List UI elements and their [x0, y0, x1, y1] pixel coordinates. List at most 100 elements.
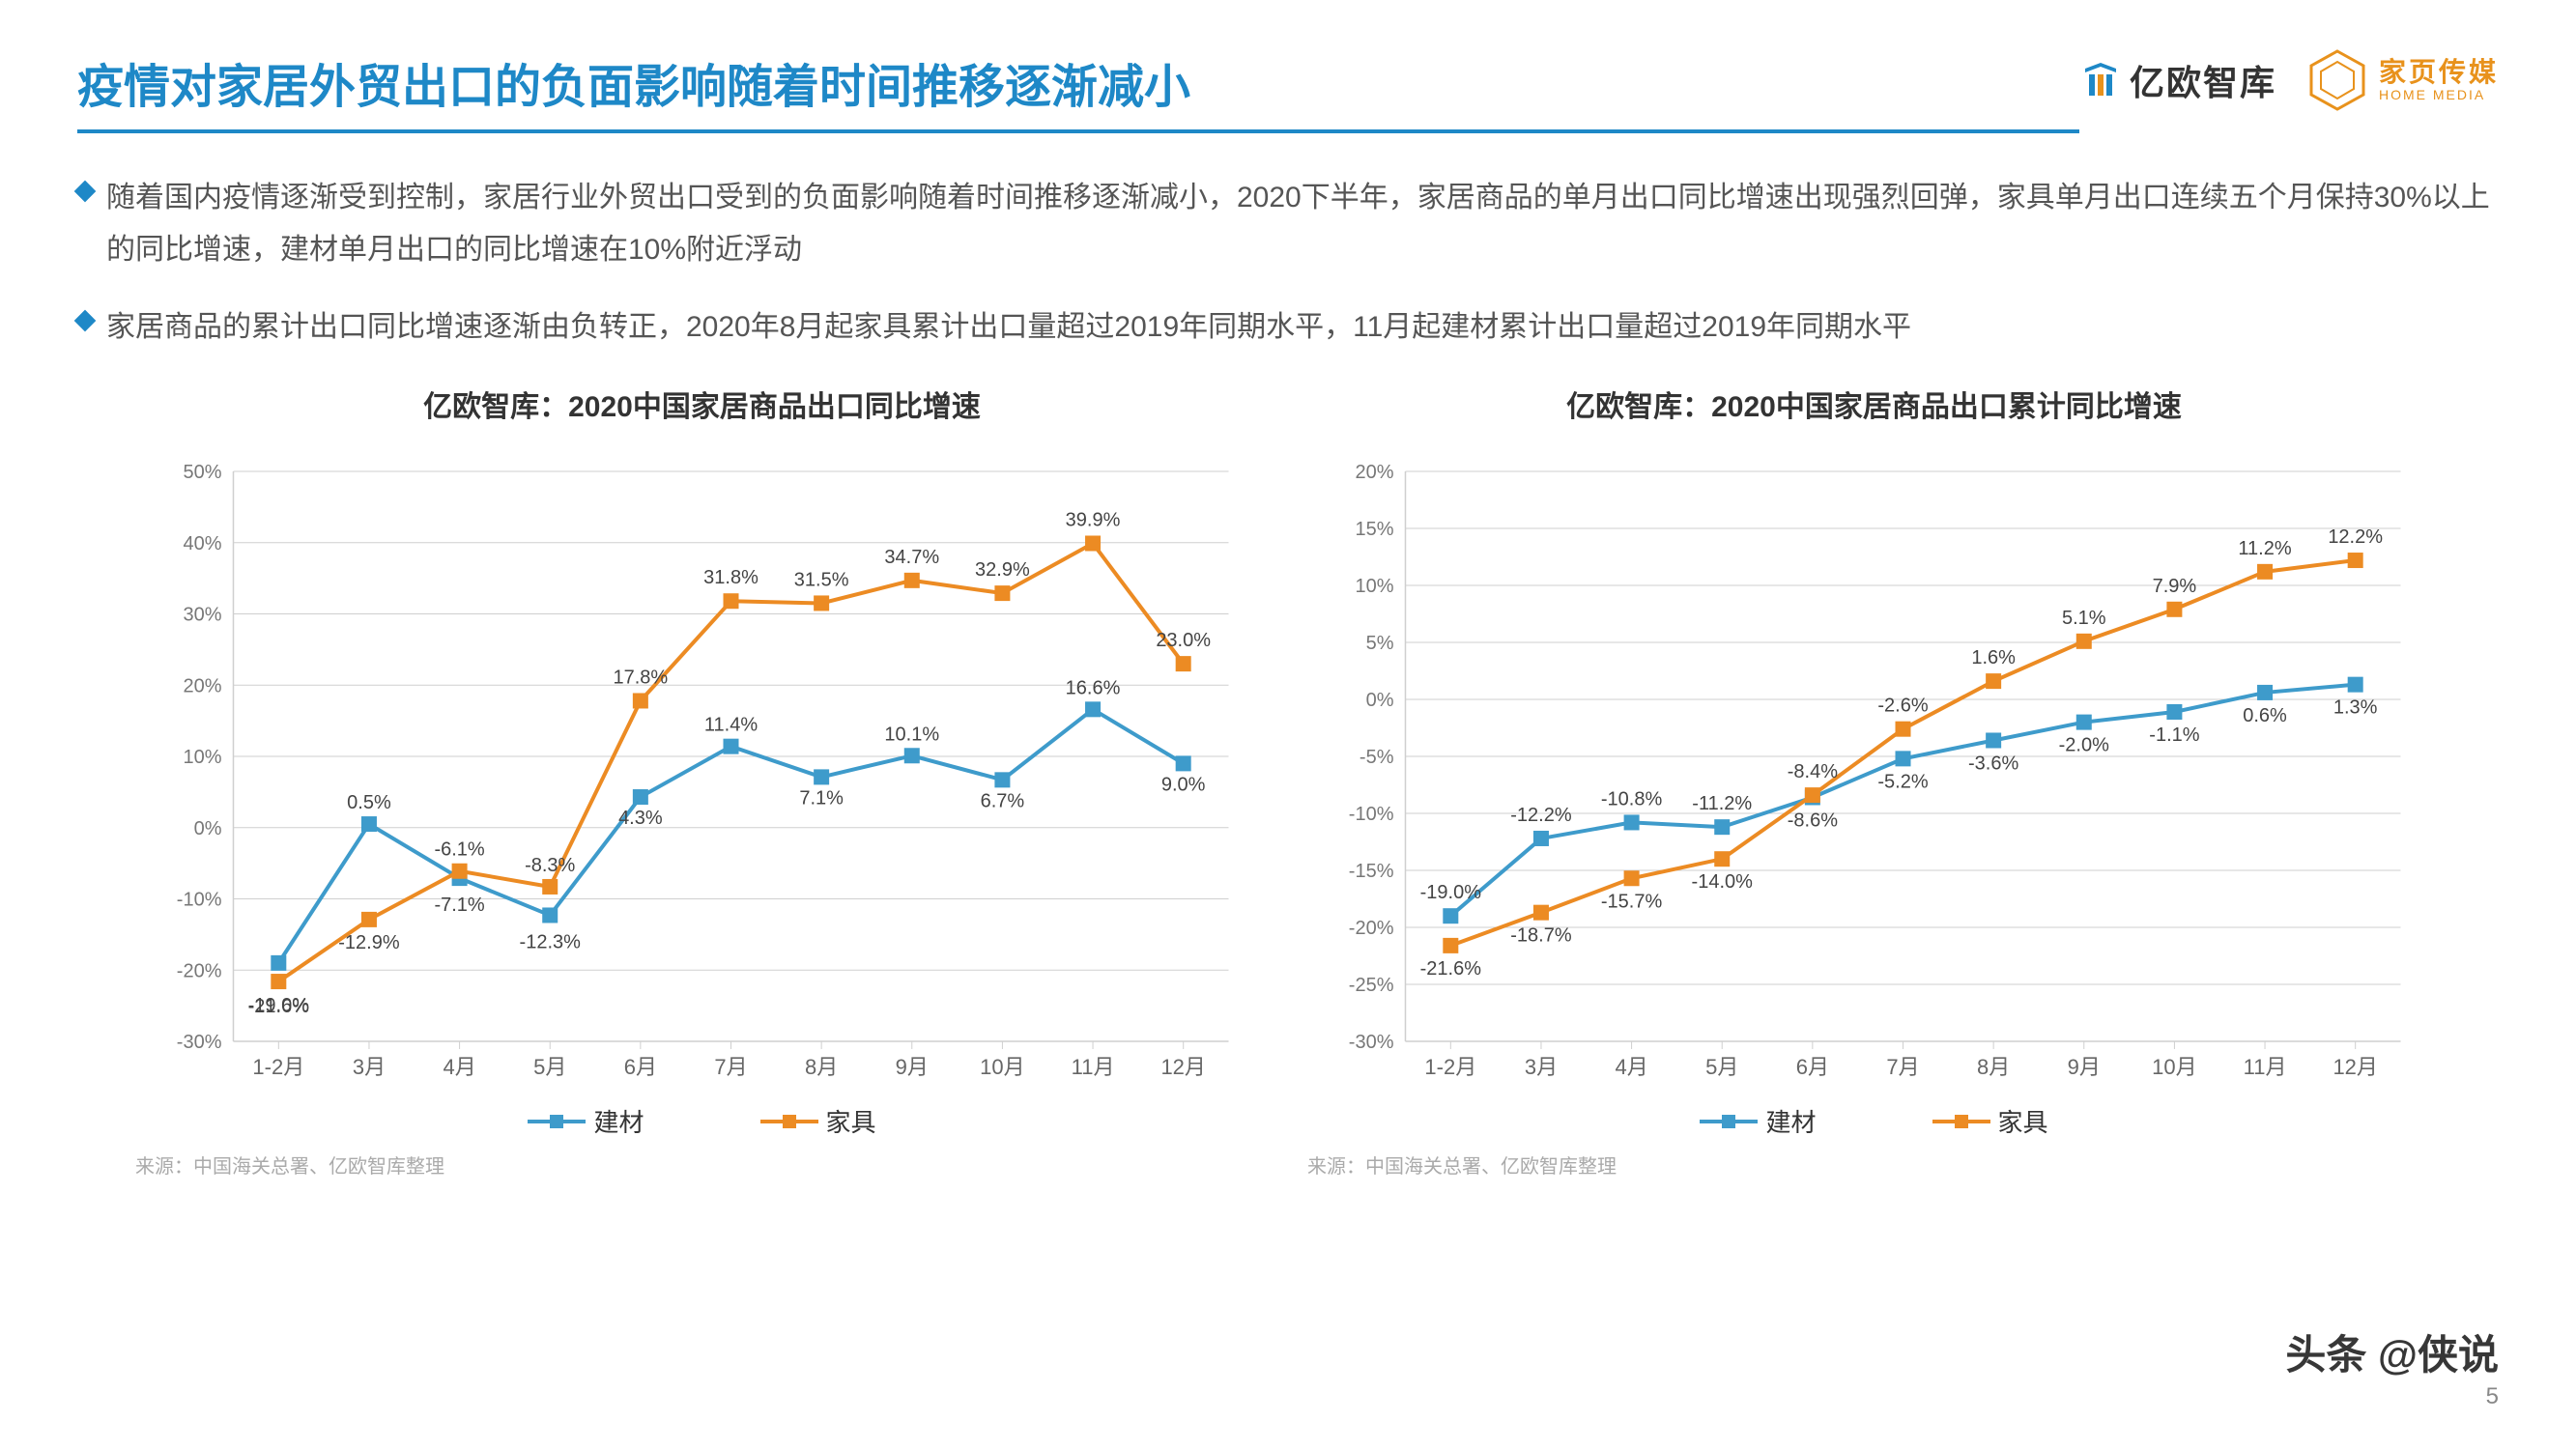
svg-text:31.5%: 31.5%	[794, 569, 849, 590]
svg-text:0.5%: 0.5%	[347, 792, 391, 813]
svg-text:12月: 12月	[1160, 1055, 1205, 1079]
svg-text:-20%: -20%	[1349, 918, 1394, 939]
svg-text:31.8%: 31.8%	[703, 567, 758, 588]
svg-text:-30%: -30%	[1349, 1032, 1394, 1053]
chart-title: 亿欧智库：2020中国家居商品出口同比增速	[135, 383, 1269, 425]
svg-text:-15%: -15%	[1349, 861, 1394, 882]
svg-text:10%: 10%	[183, 747, 221, 768]
logo-homemedia-cn: 家页传媒	[2379, 58, 2499, 88]
svg-text:-2.0%: -2.0%	[2059, 735, 2109, 756]
svg-text:7.1%: 7.1%	[799, 787, 844, 809]
legend-item-jiancai: 建材	[528, 1103, 644, 1139]
chart-svg-monthly: -30%-20%-10%0%10%20%30%40%50%1-2月3月4月5月6…	[135, 442, 1269, 1099]
chart-title: 亿欧智库：2020中国家居商品出口累计同比增速	[1307, 383, 2441, 425]
logo-yiou-text: 亿欧智库	[2130, 55, 2276, 105]
slide-page: 疫情对家居外贸出口的负面影响随着时间推移逐渐减小 亿欧智库 家页传	[0, 0, 2576, 1449]
chart-left: 亿欧智库：2020中国家居商品出口同比增速 -30%-20%-10%0%10%2…	[135, 383, 1269, 1179]
bullet-item: 随着国内疫情逐渐受到控制，家居行业外贸出口受到的负面影响随着时间推移逐渐减小，2…	[77, 172, 2499, 276]
chart-legend: 建材 家具	[135, 1103, 1269, 1139]
svg-text:4.3%: 4.3%	[618, 808, 663, 829]
svg-text:0%: 0%	[194, 818, 222, 839]
svg-text:7月: 7月	[714, 1055, 747, 1079]
svg-text:6月: 6月	[624, 1055, 657, 1079]
svg-text:12.2%: 12.2%	[2328, 526, 2383, 548]
svg-text:8月: 8月	[805, 1055, 838, 1079]
svg-text:20%: 20%	[183, 675, 221, 696]
svg-text:8月: 8月	[1977, 1055, 2010, 1079]
svg-text:-8.6%: -8.6%	[1788, 810, 1838, 831]
title-underline	[77, 129, 2079, 133]
svg-text:15%: 15%	[1355, 519, 1393, 540]
svg-text:1.6%: 1.6%	[1971, 647, 2016, 668]
charts-row: 亿欧智库：2020中国家居商品出口同比增速 -30%-20%-10%0%10%2…	[77, 383, 2499, 1179]
svg-text:6.7%: 6.7%	[981, 790, 1025, 811]
logo-homemedia-text: 家页传媒 HOME MEDIA	[2379, 58, 2499, 102]
svg-text:5月: 5月	[533, 1055, 566, 1079]
legend-item-jiancai: 建材	[1700, 1103, 1816, 1139]
legend-label: 家具	[1998, 1103, 2048, 1139]
svg-text:-6.1%: -6.1%	[434, 839, 484, 861]
svg-text:5%: 5%	[1366, 633, 1394, 654]
svg-text:-5%: -5%	[1360, 747, 1394, 768]
chart-source: 来源：中国海关总署、亿欧智库整理	[1307, 1151, 2441, 1179]
svg-text:50%: 50%	[183, 462, 221, 483]
svg-text:9.0%: 9.0%	[1161, 774, 1206, 795]
svg-text:5月: 5月	[1705, 1055, 1738, 1079]
page-number: 5	[2486, 1383, 2499, 1410]
svg-text:11.2%: 11.2%	[2238, 538, 2291, 559]
bullet-text: 随着国内疫情逐渐受到控制，家居行业外贸出口受到的负面影响随着时间推移逐渐减小，2…	[106, 172, 2499, 276]
svg-text:40%: 40%	[183, 533, 221, 554]
svg-text:3月: 3月	[1525, 1055, 1558, 1079]
svg-text:9月: 9月	[896, 1055, 929, 1079]
svg-text:-18.7%: -18.7%	[1510, 925, 1572, 947]
svg-text:10月: 10月	[980, 1055, 1024, 1079]
svg-text:-3.6%: -3.6%	[1968, 753, 2018, 774]
svg-text:7月: 7月	[1886, 1055, 1919, 1079]
svg-text:1.3%: 1.3%	[2333, 697, 2378, 719]
watermark: 头条 @侠说	[2285, 1322, 2499, 1381]
yiou-icon	[2079, 59, 2122, 101]
svg-text:1-2月: 1-2月	[252, 1055, 304, 1079]
svg-text:-12.2%: -12.2%	[1510, 805, 1572, 826]
svg-text:10%: 10%	[1355, 576, 1393, 597]
svg-text:-12.9%: -12.9%	[338, 932, 400, 953]
svg-text:10月: 10月	[2152, 1055, 2196, 1079]
svg-text:4月: 4月	[443, 1055, 475, 1079]
svg-text:1-2月: 1-2月	[1424, 1055, 1476, 1079]
svg-text:32.9%: 32.9%	[975, 559, 1030, 581]
svg-text:11.4%: 11.4%	[704, 715, 758, 736]
chart-source: 来源：中国海关总署、亿欧智库整理	[135, 1151, 1269, 1179]
chart-right: 亿欧智库：2020中国家居商品出口累计同比增速 -30%-25%-20%-15%…	[1307, 383, 2441, 1179]
svg-text:-21.6%: -21.6%	[248, 996, 310, 1017]
svg-text:0%: 0%	[1366, 690, 1394, 711]
chart-legend: 建材 家具	[1307, 1103, 2441, 1139]
legend-item-jiaju: 家具	[760, 1103, 876, 1139]
svg-text:34.7%: 34.7%	[884, 547, 939, 568]
bullet-text: 家居商品的累计出口同比增速逐渐由负转正，2020年8月起家具累计出口量超过201…	[106, 301, 1911, 354]
svg-text:23.0%: 23.0%	[1156, 630, 1211, 651]
svg-text:-7.1%: -7.1%	[434, 895, 484, 916]
logo-area: 亿欧智库 家页传媒 HOME MEDIA	[2079, 48, 2499, 112]
svg-text:16.6%: 16.6%	[1066, 677, 1121, 698]
legend-label: 建材	[593, 1103, 644, 1139]
svg-text:-14.0%: -14.0%	[1692, 871, 1754, 893]
svg-text:6月: 6月	[1796, 1055, 1829, 1079]
svg-text:-8.3%: -8.3%	[525, 855, 575, 876]
svg-text:-1.1%: -1.1%	[2149, 724, 2199, 746]
diamond-icon	[74, 310, 97, 332]
svg-text:11月: 11月	[1072, 1055, 1115, 1079]
bullet-list: 随着国内疫情逐渐受到控制，家居行业外贸出口受到的负面影响随着时间推移逐渐减小，2…	[77, 172, 2499, 354]
legend-label: 家具	[826, 1103, 876, 1139]
svg-text:-30%: -30%	[177, 1032, 222, 1053]
svg-text:11月: 11月	[2244, 1055, 2287, 1079]
header: 疫情对家居外贸出口的负面影响随着时间推移逐渐减小 亿欧智库 家页传	[77, 48, 2499, 133]
svg-text:20%: 20%	[1355, 462, 1393, 483]
legend-item-jiaju: 家具	[1932, 1103, 2048, 1139]
svg-text:-19.0%: -19.0%	[1420, 882, 1482, 903]
logo-yiou: 亿欧智库	[2079, 55, 2276, 105]
svg-text:30%: 30%	[183, 605, 221, 626]
svg-text:12月: 12月	[2333, 1055, 2377, 1079]
homemedia-icon	[2305, 48, 2369, 112]
chart-svg-cumulative: -30%-25%-20%-15%-10%-5%0%5%10%15%20%1-2月…	[1307, 442, 2441, 1099]
svg-text:-2.6%: -2.6%	[1877, 696, 1928, 717]
